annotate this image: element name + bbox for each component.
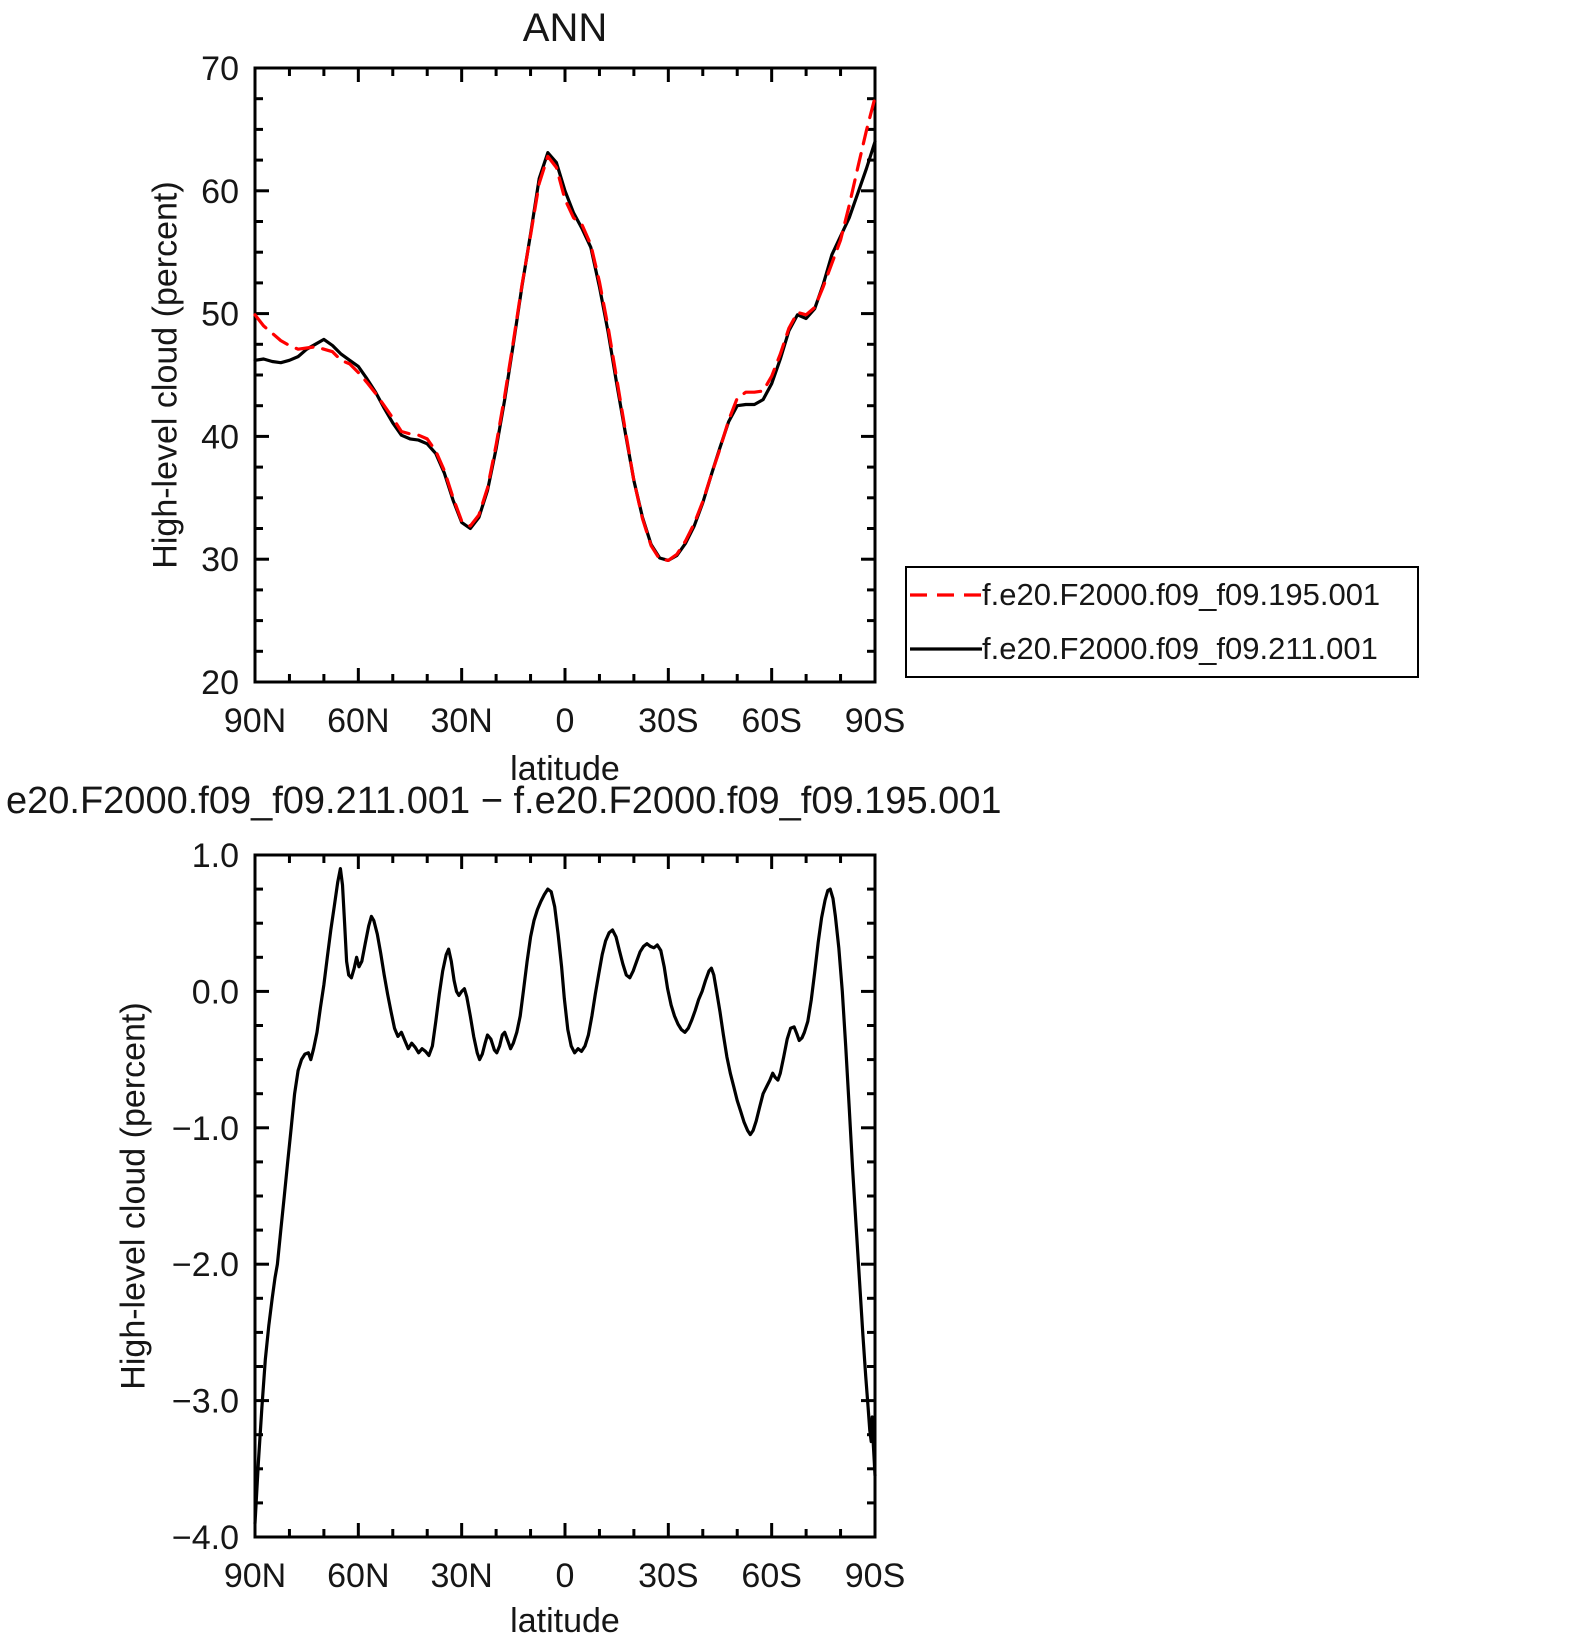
y-tick-label: 40 — [201, 418, 239, 456]
y-tick-label: −4.0 — [172, 1519, 239, 1557]
legend: f.e20.F2000.f09_f09.195.001 f.e20.F2000.… — [905, 566, 1419, 678]
x-tick-label: 30N — [430, 702, 492, 740]
y-tick-label: 70 — [201, 50, 239, 88]
x-tick-label: 90S — [845, 702, 906, 740]
y-tick-label: 20 — [201, 664, 239, 702]
series-line-difference — [253, 867, 877, 1525]
axes-frame — [253, 66, 877, 684]
legend-entry-195: f.e20.F2000.f09_f09.195.001 — [907, 568, 1417, 622]
y-axis-label-bottom: High-level cloud (percent) — [114, 1002, 153, 1390]
series-line-f.e20.F2000.f09_f09.211.001 — [253, 140, 877, 562]
y-tick-label: −2.0 — [172, 1246, 239, 1284]
x-tick-label: 30S — [638, 702, 699, 740]
y-tick-label: −1.0 — [172, 1110, 239, 1148]
x-tick-label: 60S — [741, 1557, 802, 1595]
x-tick-label: 90N — [224, 1557, 286, 1595]
dashed-line-sample-icon — [910, 593, 982, 597]
y-tick-label: 1.0 — [192, 837, 239, 875]
legend-label-211: f.e20.F2000.f09_f09.211.001 — [982, 631, 1378, 666]
chart-title-difference: e20.F2000.f09_f09.211.001 − f.e20.F2000.… — [6, 780, 1002, 822]
x-tick-label: 60N — [327, 1557, 389, 1595]
x-tick-label: 60N — [327, 702, 389, 740]
x-tick-label: 0 — [556, 702, 575, 740]
x-tick-label: 90N — [224, 702, 286, 740]
y-tick-label: 0.0 — [192, 973, 239, 1011]
solid-line-sample-icon — [910, 647, 982, 651]
x-tick-label: 30S — [638, 1557, 699, 1595]
chart-title-ann: ANN — [522, 6, 608, 50]
y-axis-label-top: High-level cloud (percent) — [146, 181, 185, 569]
x-axis-label-bottom: latitude — [510, 1602, 620, 1640]
axes-frame — [253, 853, 877, 1539]
x-tick-label: 0 — [556, 1557, 575, 1595]
series-line-f.e20.F2000.f09_f09.195.001 — [253, 95, 877, 562]
y-tick-label: 60 — [201, 173, 239, 211]
x-axis-label-top: latitude — [510, 750, 620, 788]
legend-label-195: f.e20.F2000.f09_f09.195.001 — [982, 577, 1381, 612]
y-tick-label: −3.0 — [172, 1383, 239, 1421]
legend-entry-211: f.e20.F2000.f09_f09.211.001 — [907, 622, 1417, 676]
x-tick-label: 90S — [845, 1557, 906, 1595]
y-tick-label: 50 — [201, 296, 239, 334]
y-tick-label: 30 — [201, 541, 239, 579]
x-tick-label: 30N — [430, 1557, 492, 1595]
x-tick-label: 60S — [741, 702, 802, 740]
